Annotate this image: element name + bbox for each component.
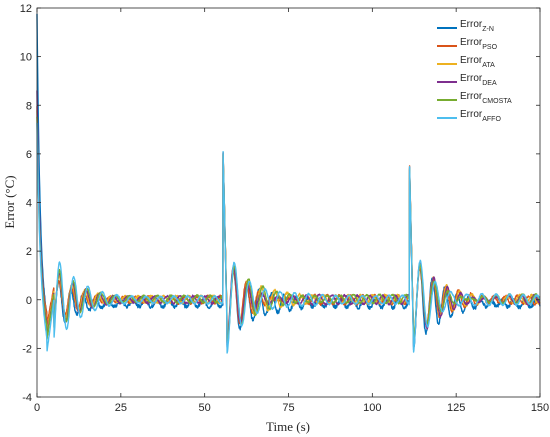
x-tick-label: 125 — [447, 402, 465, 414]
legend-entry-base: Error — [460, 37, 483, 48]
legend-entry-base: Error — [460, 109, 483, 120]
legend: ErrorZ-NErrorPSOErrorATAErrorDEAErrorCMO… — [437, 19, 512, 123]
legend-entry-base: Error — [460, 19, 483, 30]
y-tick-label: 4 — [26, 198, 32, 210]
legend-entry: ErrorATA — [460, 55, 495, 69]
y-tick-label: 2 — [26, 246, 32, 258]
legend-entry-base: Error — [460, 91, 483, 102]
legend-entry: ErrorPSO — [460, 37, 498, 51]
x-axis-ticks: 0 25 50 75 100 125 150 — [34, 8, 549, 414]
legend-entry: ErrorAFFO — [460, 109, 501, 123]
y-tick-label: -4 — [22, 392, 32, 404]
legend-entry-sub: AFFO — [482, 116, 501, 123]
y-axis-ticks: -4 -2 0 2 4 6 8 10 12 — [20, 3, 540, 404]
legend-entry-base: Error — [460, 73, 483, 84]
legend-entry-base: Error — [460, 55, 483, 66]
legend-entry-sub: CMOSTA — [482, 98, 512, 105]
y-tick-label: 6 — [26, 149, 32, 161]
x-tick-label: 150 — [531, 402, 549, 414]
legend-entry-sub: Z-N — [482, 26, 494, 33]
series-line-affo — [36, 122, 541, 354]
series-layer — [36, 13, 541, 354]
x-axis-label: Time (s) — [266, 419, 310, 434]
legend-entry: ErrorZ-N — [460, 19, 494, 33]
x-tick-label: 100 — [363, 402, 381, 414]
x-tick-label: 75 — [282, 402, 294, 414]
y-tick-label: -2 — [22, 343, 32, 355]
y-axis-label: Error (°C) — [2, 175, 17, 228]
x-tick-label: 25 — [115, 402, 127, 414]
y-tick-label: 10 — [20, 52, 32, 64]
legend-entry-sub: PSO — [482, 44, 497, 51]
y-tick-label: 12 — [20, 3, 32, 15]
legend-entry: ErrorCMOSTA — [460, 91, 512, 105]
plot-background — [37, 8, 540, 397]
y-tick-label: 8 — [26, 100, 32, 112]
x-tick-label: 0 — [34, 402, 40, 414]
legend-entry-sub: DEA — [482, 80, 497, 87]
series-line-dea — [36, 90, 541, 348]
legend-entry: ErrorDEA — [460, 73, 497, 87]
y-tick-label: 0 — [26, 295, 32, 307]
x-tick-label: 50 — [199, 402, 211, 414]
legend-entry-sub: ATA — [482, 62, 495, 69]
